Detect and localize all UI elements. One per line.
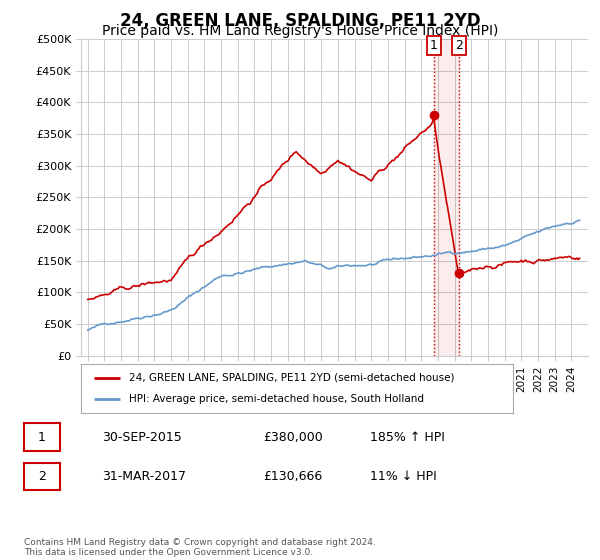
FancyBboxPatch shape [23, 463, 60, 491]
Text: 30-SEP-2015: 30-SEP-2015 [102, 431, 181, 444]
Text: Price paid vs. HM Land Registry's House Price Index (HPI): Price paid vs. HM Land Registry's House … [102, 24, 498, 38]
Text: £130,666: £130,666 [263, 470, 323, 483]
Text: Contains HM Land Registry data © Crown copyright and database right 2024.
This d: Contains HM Land Registry data © Crown c… [24, 538, 376, 557]
Text: 11% ↓ HPI: 11% ↓ HPI [370, 470, 436, 483]
Text: 24, GREEN LANE, SPALDING, PE11 2YD: 24, GREEN LANE, SPALDING, PE11 2YD [119, 12, 481, 30]
Text: 24, GREEN LANE, SPALDING, PE11 2YD (semi-detached house): 24, GREEN LANE, SPALDING, PE11 2YD (semi… [128, 373, 454, 383]
FancyBboxPatch shape [23, 423, 60, 451]
Text: 31-MAR-2017: 31-MAR-2017 [102, 470, 186, 483]
Text: 185% ↑ HPI: 185% ↑ HPI [370, 431, 445, 444]
Text: 2: 2 [455, 39, 463, 52]
Bar [434, 39, 459, 356]
Text: 1: 1 [38, 431, 46, 444]
Text: £380,000: £380,000 [263, 431, 323, 444]
Text: 2: 2 [38, 470, 46, 483]
Text: HPI: Average price, semi-detached house, South Holland: HPI: Average price, semi-detached house,… [128, 394, 424, 404]
Text: 1: 1 [430, 39, 437, 52]
